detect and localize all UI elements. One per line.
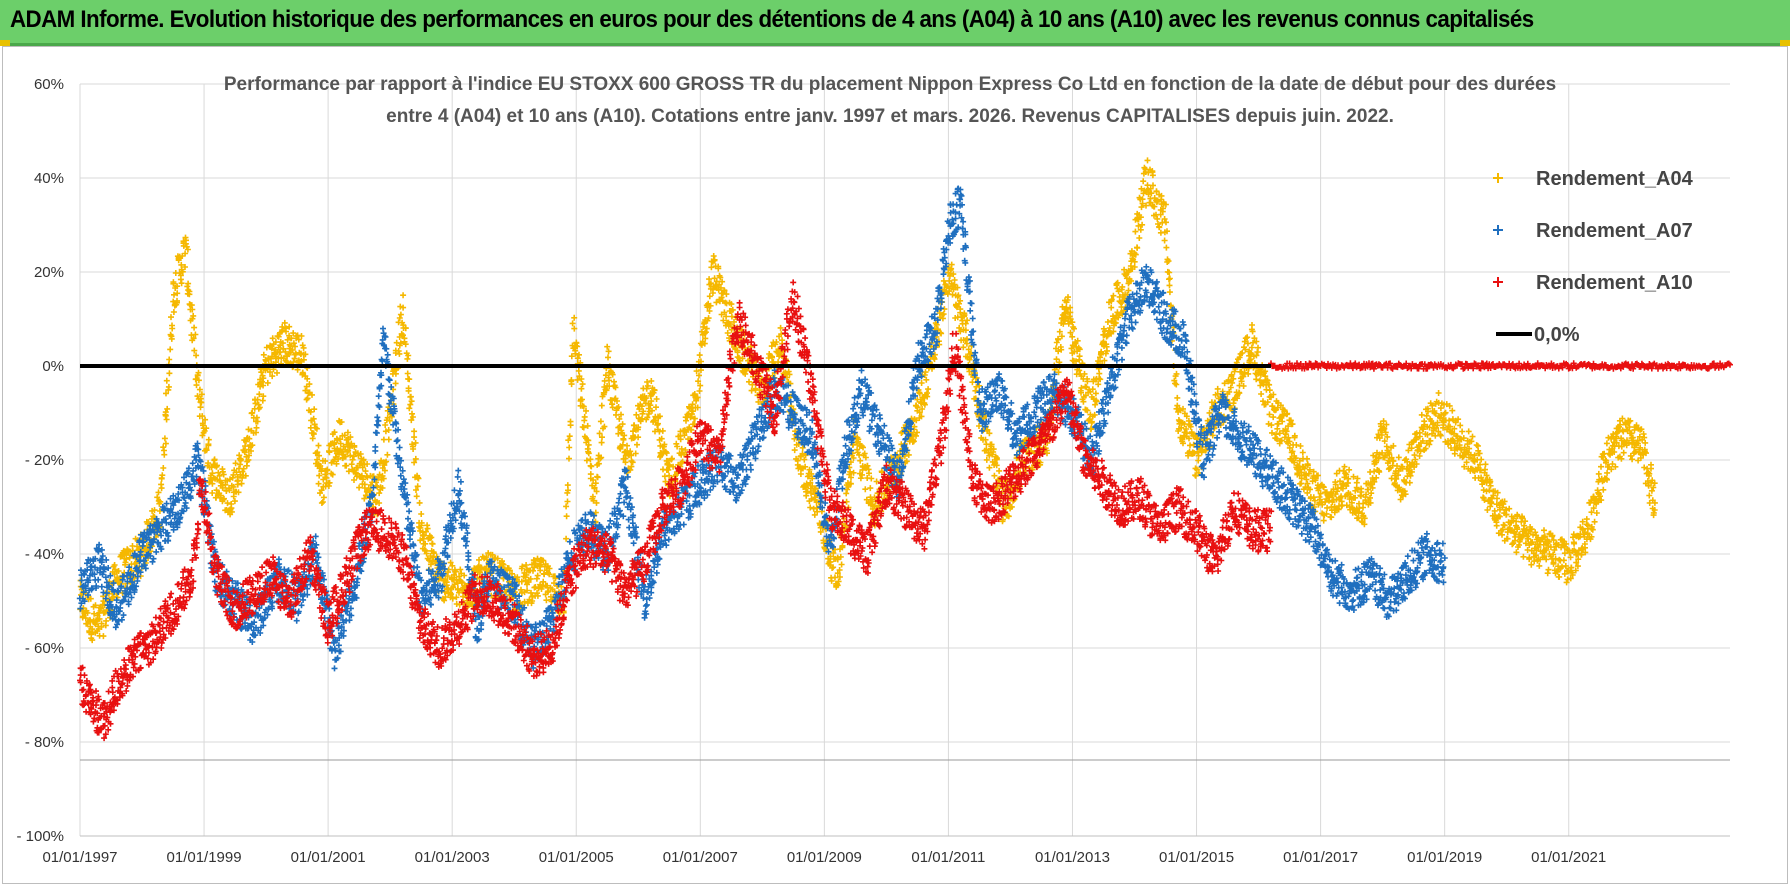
x-tick-label: 01/01/2019 [1407, 849, 1482, 866]
x-axis-labels: 01/01/1997 01/01/1999 01/01/2001 01/01/2003… [42, 849, 1606, 866]
y-tick-label: - 80% [25, 734, 64, 751]
y-tick-label: - 20% [25, 452, 64, 469]
data-points [76, 157, 1733, 742]
legend-marker-A07 [1493, 225, 1503, 235]
page-title: ADAM Informe. Evolution historique des p… [10, 6, 1534, 33]
legend: Rendement_A04 Rendement_A07 Rendement_A10 0… [1493, 168, 1694, 346]
header-banner: ADAM Informe. Evolution historique des p… [0, 0, 1790, 46]
x-tick-label: 01/01/1999 [167, 849, 242, 866]
chart-frame [2, 46, 1788, 884]
x-tick-label: 01/01/2001 [291, 849, 366, 866]
x-tick-label: 01/01/1997 [42, 849, 117, 866]
y-tick-label: 60% [34, 76, 64, 93]
banner-corner-left [0, 40, 10, 46]
x-tick-label: 01/01/2021 [1531, 849, 1606, 866]
x-tick-label: 01/01/2011 [911, 849, 985, 866]
data-point-cloud-A10 [77, 279, 1275, 742]
y-axis-labels: 60% 40% 20% 0% - 20% - 40% - 60% - 80% - 100% [16, 76, 64, 845]
x-tick-label: 01/01/2005 [539, 849, 614, 866]
chart-title-line1: Performance par rapport à l'indice EU ST… [224, 74, 1556, 95]
series-A10-zero-band [1268, 360, 1733, 372]
y-tick-label: - 60% [25, 640, 64, 657]
chart-title-line2: entre 4 (A04) et 10 ans (A10). Cotations… [386, 106, 1394, 127]
y-tick-label: - 40% [25, 546, 64, 563]
x-tick-label: 01/01/2017 [1283, 849, 1358, 866]
y-tick-label: 40% [34, 170, 64, 187]
banner-corner-right [1780, 40, 1790, 46]
legend-marker-A10 [1493, 277, 1503, 287]
x-tick-label: 01/01/2015 [1159, 849, 1234, 866]
series-A10 [77, 279, 1275, 742]
y-tick-label: 20% [34, 264, 64, 281]
x-tick-label: 01/01/2003 [415, 849, 490, 866]
legend-label-A10: Rendement_A10 [1536, 272, 1693, 294]
legend-label-zero: 0,0% [1534, 324, 1580, 346]
y-tick-label: - 100% [16, 828, 64, 845]
data-point-cloud-A10-zero [1268, 360, 1733, 372]
legend-label-A04: Rendement_A04 [1536, 168, 1694, 190]
x-tick-label: 01/01/2007 [663, 849, 738, 866]
legend-label-A07: Rendement_A07 [1536, 220, 1693, 242]
x-tick-label: 01/01/2013 [1035, 849, 1110, 866]
x-tick-label: 01/01/2009 [787, 849, 862, 866]
legend-marker-A04 [1493, 173, 1503, 183]
y-tick-label: 0% [42, 358, 64, 375]
